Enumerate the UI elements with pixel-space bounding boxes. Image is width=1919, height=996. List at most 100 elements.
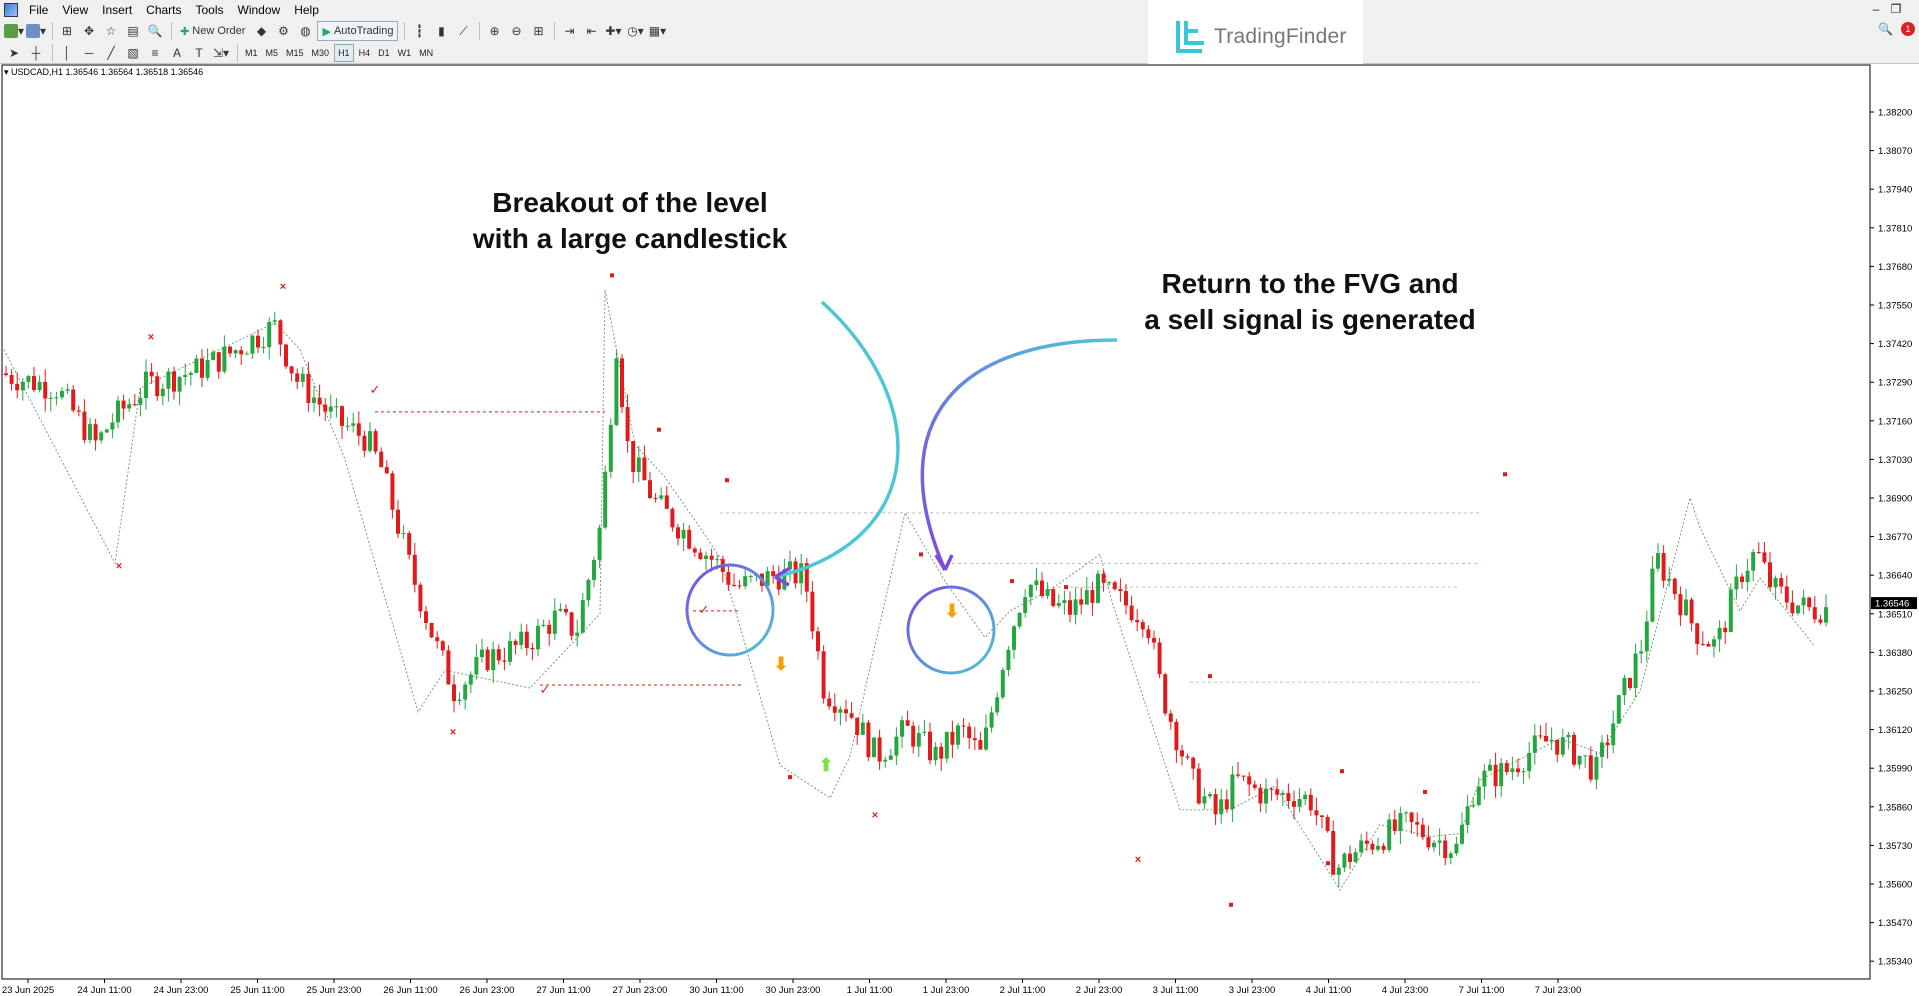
timeframe-m15[interactable]: M15	[286, 47, 304, 58]
fibonacci-icon[interactable]: ≡	[151, 45, 159, 60]
price-chart[interactable]: × × × × × × ✓ ✓ ✓ ⬇ ⬇ ⬆ 1.38200 1.38070 1.37940 1.3781…	[0, 64, 1919, 996]
trendline-icon[interactable]: ╱	[107, 45, 115, 60]
menu-file[interactable]: File	[29, 3, 49, 17]
candle-body	[603, 471, 608, 528]
breakout-line1: Breakout of the level	[492, 187, 768, 218]
cursor-icon[interactable]: ➤	[8, 45, 20, 60]
fvg-levels	[375, 411, 1480, 686]
candle-body	[384, 467, 389, 474]
periods-icon[interactable]: ◷▾	[627, 24, 644, 38]
menu-tools[interactable]: Tools	[195, 3, 224, 17]
menu-help[interactable]: Help	[294, 3, 319, 17]
auto-trading-button[interactable]: ▶ AutoTrading	[317, 21, 399, 41]
minimize-icon[interactable]: –	[1872, 2, 1880, 16]
candle-body	[715, 559, 720, 561]
market-watch-icon[interactable]: ⊞	[62, 24, 73, 38]
metaeditor-icon[interactable]: ◆	[256, 24, 267, 38]
indicators-icon[interactable]: ✚▾	[605, 24, 622, 38]
candle-body	[306, 373, 311, 403]
candle-body	[1728, 589, 1733, 633]
menu-charts[interactable]: Charts	[146, 3, 182, 17]
timeframe-w1[interactable]: W1	[397, 47, 412, 58]
tradingfinder-logo: TradingFinder	[1148, 0, 1363, 74]
globe-icon[interactable]: ◍	[300, 24, 311, 38]
candle-body	[256, 335, 260, 348]
strategy-tester-icon[interactable]: 🔍	[147, 24, 163, 38]
tile-windows-icon[interactable]: ⊞	[533, 24, 544, 38]
candle-body	[1426, 837, 1431, 848]
timeframe-m5[interactable]: M5	[265, 47, 279, 58]
time-tick-label: 25 Jun 23:00	[307, 985, 362, 996]
time-tick-label: 30 Jun 11:00	[689, 985, 743, 996]
options-icon[interactable]: ⚙	[278, 24, 289, 38]
timeframe-h4[interactable]: H4	[358, 47, 371, 58]
restore-icon[interactable]: ❐	[1890, 2, 1902, 16]
navigator-icon[interactable]: ☆	[105, 24, 117, 38]
bar-chart-icon[interactable]: ┇	[415, 24, 424, 38]
candle-body	[1667, 578, 1672, 581]
candle-body	[491, 649, 496, 671]
arrows-icon[interactable]: ⇲▾	[212, 45, 230, 60]
candle-body	[1275, 789, 1280, 795]
zoom-out-icon[interactable]: ⊖	[511, 24, 522, 38]
candle-body	[379, 451, 384, 468]
candle-body	[933, 746, 938, 761]
candle-body	[900, 720, 904, 737]
candle-body	[1717, 627, 1722, 640]
chart-shift-icon[interactable]: ⇤	[586, 24, 597, 38]
time-tick-label: 27 Jun 23:00	[613, 985, 668, 996]
text-label-icon[interactable]: T	[195, 45, 203, 60]
menu-view[interactable]: View	[62, 3, 89, 17]
auto-scroll-icon[interactable]: ⇥	[564, 24, 575, 38]
candle-body	[1661, 553, 1666, 581]
breakout-line2: with a large candlestick	[472, 223, 788, 254]
candle-body	[1801, 597, 1806, 606]
vertical-line-icon[interactable]: │	[63, 45, 71, 60]
separator	[52, 22, 54, 40]
swing-dot-marker	[919, 552, 923, 557]
candle-body	[659, 495, 664, 499]
timeframe-m1[interactable]: M1	[245, 47, 258, 58]
terminal-icon[interactable]: ▤	[127, 24, 139, 38]
line-chart-icon[interactable]: ⟋	[459, 23, 468, 38]
candle-body	[648, 480, 652, 499]
search-icon[interactable]: 🔍	[1878, 22, 1893, 36]
candle-body	[519, 631, 524, 645]
play-icon: ▶	[322, 25, 331, 38]
timeframe-m30[interactable]: M30	[311, 47, 330, 58]
menu-insert[interactable]: Insert	[102, 3, 133, 17]
candle-body	[1062, 600, 1067, 604]
candle-body	[524, 631, 529, 649]
notification-badge[interactable]: 1	[1901, 22, 1915, 36]
candle-body	[1258, 787, 1263, 804]
separator	[171, 22, 173, 40]
channel-icon[interactable]: ▧	[127, 45, 139, 60]
candle-body	[295, 373, 300, 382]
price-tick-label: 1.36640	[1878, 571, 1912, 582]
text-icon[interactable]: A	[172, 45, 181, 60]
candle-body	[452, 684, 456, 702]
candle-body	[93, 424, 98, 441]
candle-body	[43, 381, 48, 399]
zoom-in-icon[interactable]: ⊕	[489, 24, 500, 38]
fvg-highlight-circle	[906, 585, 996, 675]
annotation-shapes	[685, 300, 1118, 675]
timeframe-d1[interactable]: D1	[378, 47, 390, 58]
candle-body	[872, 737, 876, 758]
menu-window[interactable]: Window	[237, 3, 281, 17]
crosshair-icon[interactable]: ┼	[31, 45, 41, 60]
data-window-icon[interactable]: ✥	[84, 24, 95, 38]
candlestick-icon[interactable]: ▮	[438, 24, 445, 38]
horizontal-line-icon[interactable]: ─	[84, 45, 94, 60]
candle-body	[513, 640, 518, 645]
new-order-button[interactable]: ✚ New Order	[176, 21, 249, 41]
profiles-icon[interactable]: ▾	[26, 21, 46, 41]
new-chart-icon[interactable]: ▾	[4, 21, 24, 41]
candle-body	[782, 569, 787, 590]
templates-icon[interactable]: ▦▾	[648, 24, 667, 38]
candle-body	[765, 571, 770, 586]
candle-body	[1555, 739, 1560, 755]
timeframe-h1[interactable]: H1	[334, 43, 354, 62]
timeframe-mn[interactable]: MN	[419, 47, 434, 58]
swing-cross-marker: ×	[872, 810, 878, 822]
